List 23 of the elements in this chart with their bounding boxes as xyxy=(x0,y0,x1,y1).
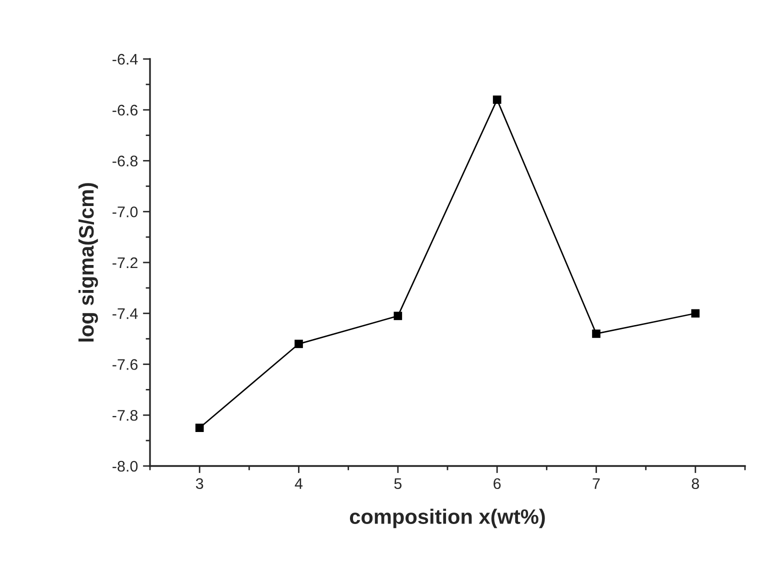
x-tick-label: 5 xyxy=(394,478,402,490)
y-axis-title: log sigma(S/cm) xyxy=(78,183,98,342)
point xyxy=(592,330,600,338)
y-tick-label: -8.0 xyxy=(112,460,138,472)
point xyxy=(394,312,402,320)
x-tick-label: 6 xyxy=(494,478,501,490)
y-tick-label: -6.6 xyxy=(112,104,138,116)
y-tick-label: -7.8 xyxy=(112,410,138,421)
x-tick-label: 8 xyxy=(692,478,699,490)
x-tick-label: 3 xyxy=(196,478,204,490)
point xyxy=(195,424,204,432)
y-tick-label: -7.6 xyxy=(112,359,138,370)
y-tick-label: -7.2 xyxy=(112,257,138,268)
point xyxy=(294,340,303,348)
y-tick-label: -6.4 xyxy=(112,54,138,65)
point xyxy=(691,309,700,318)
x-axis-title: composition x(wt%) xyxy=(350,508,545,528)
y-tick-label: -7.0 xyxy=(112,206,138,218)
y-tick-label: -6.8 xyxy=(112,156,138,166)
x-tick-label: 4 xyxy=(294,478,303,489)
point xyxy=(492,96,502,104)
x-tick-label: 7 xyxy=(592,478,600,489)
y-tick-label: -7.4 xyxy=(112,308,138,319)
